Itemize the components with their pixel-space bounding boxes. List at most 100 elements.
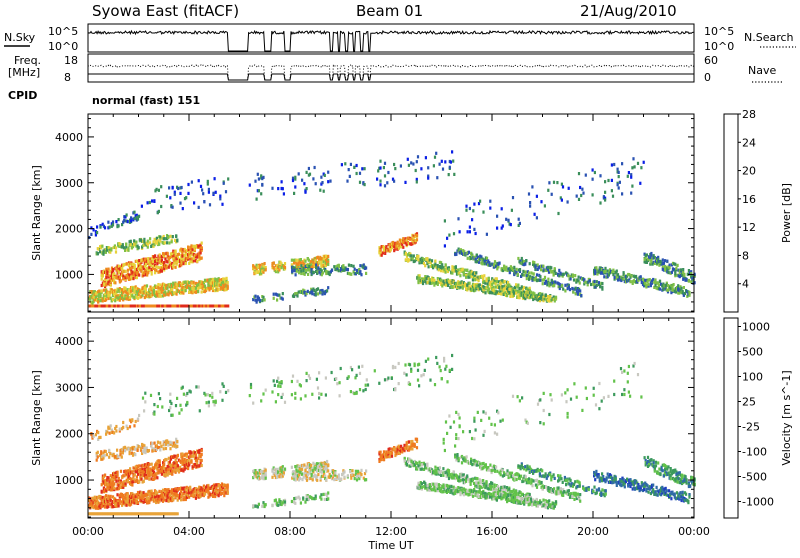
- data-cell: [446, 237, 448, 240]
- data-cell: [563, 273, 565, 276]
- data-cell: [115, 246, 117, 249]
- data-cell: [223, 182, 225, 185]
- data-cell: [277, 187, 279, 190]
- data-cell: [349, 175, 351, 178]
- data-cell: [163, 447, 165, 450]
- data-cell: [473, 228, 475, 231]
- data-cell: [348, 168, 350, 171]
- data-cell: [536, 195, 538, 198]
- data-cell: [190, 451, 192, 454]
- data-cell: [318, 261, 320, 264]
- data-cell: [130, 243, 132, 246]
- data-cell: [517, 284, 519, 287]
- data-cell: [669, 266, 671, 269]
- data-cell: [639, 182, 641, 185]
- data-cell: [93, 435, 95, 438]
- data-cell: [379, 166, 381, 169]
- data-cell: [436, 176, 438, 179]
- data-cell: [618, 175, 620, 178]
- data-cell: [393, 180, 395, 183]
- data-cell: [475, 232, 477, 235]
- data-cell: [498, 286, 500, 289]
- data-cell: [469, 282, 471, 285]
- data-cell: [467, 230, 469, 233]
- data-cell: [379, 183, 381, 186]
- data-cell: [459, 274, 461, 277]
- data-cell: [137, 449, 139, 452]
- data-cell: [578, 172, 580, 175]
- colorbar-tick-label: 4: [742, 278, 749, 291]
- data-cell: [163, 498, 165, 501]
- data-cell: [464, 269, 466, 272]
- data-cell: [576, 195, 578, 198]
- data-cell: [151, 442, 153, 445]
- data-cell: [621, 192, 623, 195]
- data-cell: [148, 490, 150, 493]
- data-cell: [107, 476, 109, 479]
- data-cell: [631, 274, 633, 277]
- data-cell: [341, 163, 343, 166]
- data-cell: [604, 198, 606, 201]
- data-cell: [410, 161, 412, 164]
- data-cell: [505, 218, 507, 221]
- data-cell: [531, 185, 533, 188]
- data-cell: [592, 168, 594, 171]
- data-cell: [526, 277, 528, 280]
- data-cell: [682, 290, 684, 293]
- data-cell: [494, 260, 496, 263]
- data-cell: [258, 189, 260, 192]
- data-cell: [115, 480, 117, 483]
- data-cell: [683, 286, 685, 289]
- data-cell: [554, 267, 556, 270]
- data-cell: [519, 222, 521, 225]
- data-cell: [530, 291, 532, 294]
- data-cell: [116, 493, 118, 496]
- data-cell: [223, 494, 225, 497]
- data-cell: [159, 459, 161, 462]
- data-cell: [131, 419, 133, 422]
- n-sky-label: N.Sky: [4, 31, 36, 44]
- data-cell: [121, 456, 123, 459]
- data-cell: [601, 282, 603, 285]
- data-cell: [525, 270, 527, 273]
- data-cell: [219, 195, 221, 198]
- data-cell: [131, 271, 133, 274]
- data-cell: [518, 218, 520, 221]
- data-cell: [110, 247, 112, 250]
- data-cell: [308, 265, 310, 268]
- data-cell: [413, 254, 415, 257]
- data-cell: [134, 453, 136, 456]
- data-cell: [147, 243, 149, 246]
- data-cell: [298, 172, 300, 175]
- colorbar-tick-label: 28: [742, 108, 756, 121]
- data-cell: [474, 278, 476, 281]
- data-cell: [98, 290, 100, 293]
- data-cell: [141, 205, 143, 208]
- data-cell: [469, 230, 471, 233]
- data-cell: [201, 290, 203, 293]
- data-cell: [120, 279, 122, 282]
- data-cell: [604, 267, 606, 270]
- data-cell: [114, 455, 116, 458]
- data-cell: [572, 290, 574, 293]
- data-cell: [168, 468, 170, 471]
- data-cell: [630, 192, 632, 195]
- data-cell: [104, 474, 106, 477]
- data-cell: [441, 160, 443, 163]
- data-cell: [553, 273, 555, 276]
- data-cell: [535, 276, 537, 279]
- data-cell: [682, 268, 684, 271]
- data-cell: [402, 246, 404, 249]
- data-cell: [116, 449, 118, 452]
- data-cell: [138, 464, 140, 467]
- data-cell: [164, 473, 166, 476]
- data-cell: [483, 274, 485, 277]
- data-cell: [186, 455, 188, 458]
- data-cell: [176, 440, 178, 443]
- data-cell: [539, 279, 541, 282]
- data-cell: [117, 471, 119, 474]
- data-cell: [313, 271, 315, 274]
- data-cell: [143, 238, 145, 241]
- data-cell: [504, 280, 506, 283]
